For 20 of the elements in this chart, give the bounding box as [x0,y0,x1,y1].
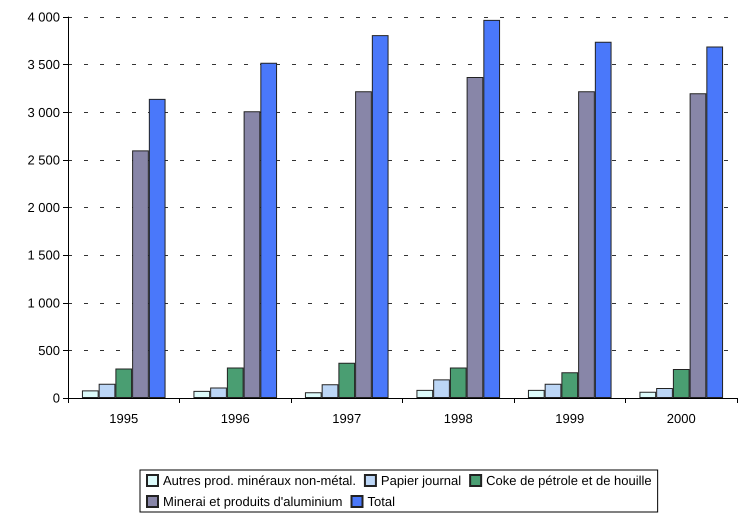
legend-label: Coke de pétrole et de houille [486,473,652,488]
y-tick-label: 3 000 [27,104,60,120]
y-tick-label: 2 500 [27,152,60,168]
x-tick-label: 1998 [444,411,473,426]
x-tick-label: 1999 [555,411,584,426]
x-tick-label: 2000 [666,411,696,426]
y-tick-label: 0 [52,390,60,406]
legend-label: Minerai et produits d'aluminium [163,494,343,509]
x-tick-label: 1995 [109,411,138,426]
x-tick-label: 1996 [220,411,250,426]
x-tick-label: 1997 [332,411,362,426]
legend-label: Total [368,494,396,509]
y-tick-label: 2 000 [27,200,60,215]
y-tick-label: 1 000 [27,295,60,310]
y-tick-label: 500 [38,342,60,358]
legend-label: Autres prod. minéraux non-métal. [163,473,356,488]
y-tick-label: 4 000 [27,10,60,24]
y-tick-label: 1 500 [27,248,60,263]
y-tick-label: 3 500 [27,57,60,72]
legend-label: Papier journal [380,473,462,488]
